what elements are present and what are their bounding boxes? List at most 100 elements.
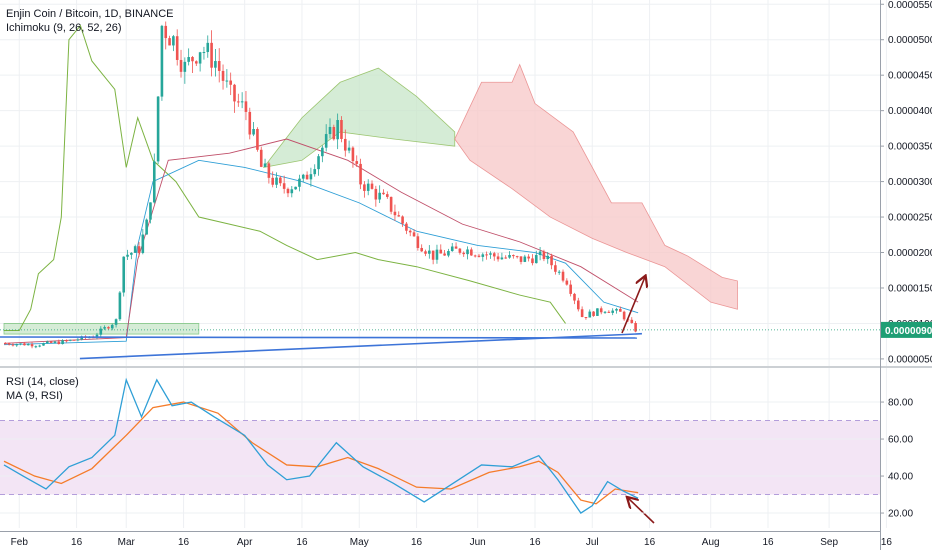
candle-body (439, 249, 443, 254)
candle (57, 339, 61, 345)
candle-body (275, 177, 278, 185)
candle (175, 29, 179, 66)
candle (256, 127, 259, 152)
candle (538, 246, 542, 261)
candle-body (118, 292, 122, 320)
candle-body (141, 234, 145, 253)
candle (634, 321, 637, 333)
candle (263, 158, 267, 168)
candle (275, 172, 278, 189)
candle-body (160, 25, 164, 97)
candle-body (271, 177, 274, 185)
rsi-label[interactable]: RSI (14, close) (6, 376, 79, 388)
candle (508, 251, 511, 259)
candle (179, 49, 183, 78)
candle (386, 191, 389, 199)
candle-body (279, 177, 282, 184)
candle (340, 116, 343, 143)
x-tick-label: May (350, 537, 369, 548)
candle-body (538, 251, 542, 256)
candle-body (30, 344, 34, 347)
candle-body (386, 194, 389, 197)
candle (473, 254, 477, 258)
candle (630, 317, 634, 324)
candle-body (584, 316, 588, 318)
candle-body (630, 319, 634, 323)
candle-body (217, 61, 221, 71)
candle (317, 153, 320, 176)
x-tick-label: 16 (529, 537, 541, 548)
candle (592, 311, 595, 317)
candle-body (225, 80, 229, 82)
candle (500, 252, 504, 260)
candle-body (542, 251, 546, 260)
candle (565, 278, 569, 286)
candle (615, 307, 618, 314)
candle (454, 242, 458, 249)
candle-body (34, 346, 38, 348)
rsi-ma-label[interactable]: MA (9, RSI) (6, 390, 63, 402)
x-tick-label: Sep (820, 537, 838, 548)
candle-body (202, 52, 206, 54)
candle (34, 345, 38, 349)
candle-body (145, 219, 148, 235)
candle-body (267, 163, 271, 178)
candle (221, 64, 225, 90)
candle (492, 251, 496, 261)
candle (282, 175, 286, 194)
candle (72, 339, 76, 341)
candle (191, 55, 194, 73)
candle-body (393, 211, 397, 216)
candle (397, 211, 401, 217)
candle-body (378, 192, 381, 200)
candle (53, 340, 57, 344)
candle (485, 251, 488, 260)
candle (168, 35, 171, 46)
ichimoku-label[interactable]: Ichimoku (9, 26, 52, 26) (6, 22, 122, 34)
rsi-arrow (628, 498, 655, 524)
candle (137, 241, 141, 257)
candle (523, 254, 527, 263)
candle (351, 146, 355, 168)
candle-body (156, 96, 160, 162)
tenkan-sen (3, 159, 639, 346)
candle (450, 242, 454, 252)
candle (46, 340, 49, 344)
candle-body (286, 188, 290, 194)
candle-body (416, 236, 420, 248)
candle (580, 306, 584, 318)
candle (133, 244, 137, 254)
candle-body (282, 183, 286, 189)
candle-body (179, 59, 183, 72)
rsi-tick-label: 80.00 (888, 398, 913, 409)
y-tick-label: 0.00005500 (888, 0, 932, 11)
candle (428, 245, 431, 259)
candle (206, 35, 210, 58)
candle (126, 249, 129, 260)
candle-body (458, 248, 462, 253)
candle (515, 255, 519, 259)
candle (252, 122, 255, 137)
candle (95, 332, 99, 340)
symbol-title[interactable]: Enjin Coin / Bitcoin, 1D, BINANCE (6, 8, 174, 20)
candle-body (229, 80, 232, 85)
candle-body (554, 265, 557, 272)
candle-body (95, 334, 99, 338)
candle-body (382, 192, 385, 195)
candle-body (470, 249, 473, 256)
candle (573, 292, 576, 305)
x-tick-label: Jul (586, 537, 599, 548)
candle-body (577, 300, 580, 310)
candle-body (389, 196, 393, 212)
candle (343, 129, 347, 157)
candle (294, 186, 297, 190)
candle-body (164, 25, 168, 39)
candle-body (462, 252, 465, 255)
candle-body (317, 156, 320, 170)
rsi-ma-line (3, 401, 639, 505)
x-tick-label: Aug (702, 537, 720, 548)
candle-body (450, 246, 454, 252)
candle (588, 309, 592, 318)
